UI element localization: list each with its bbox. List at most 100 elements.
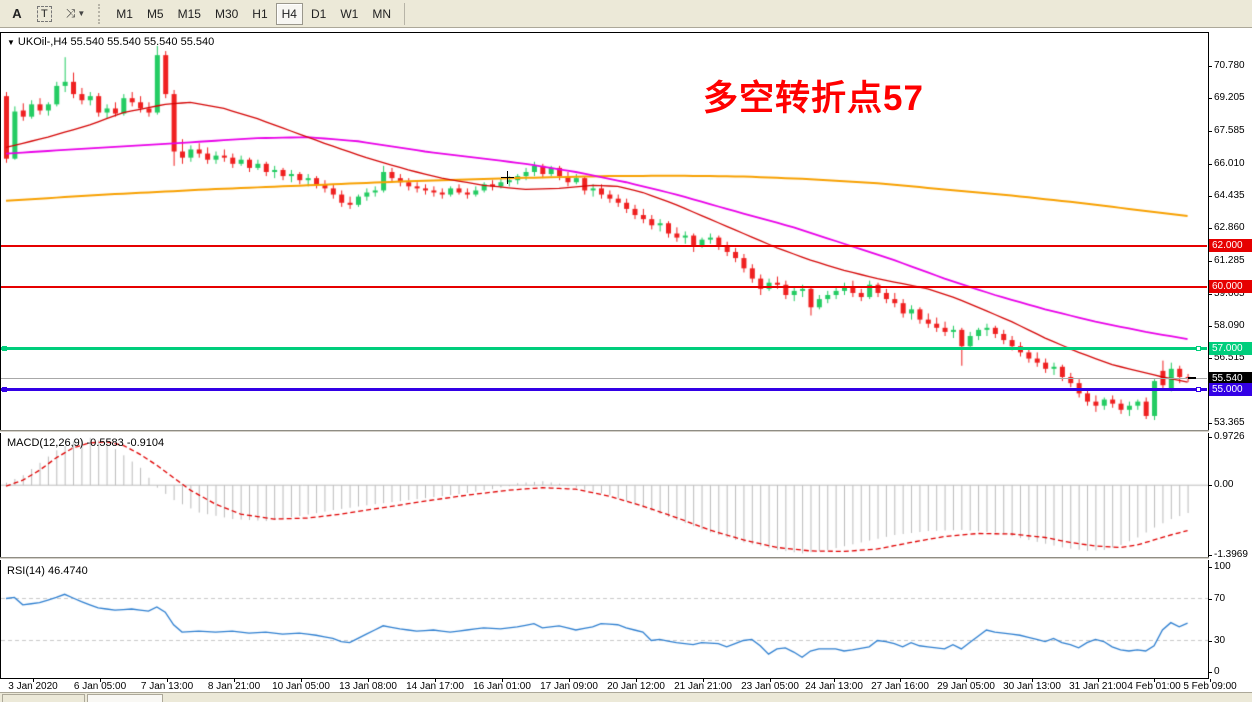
- time-axis-tick: [100, 679, 101, 682]
- axis-tick: [1208, 228, 1212, 230]
- price-axis[interactable]: 70.780 69.205 67.585 66.010 64.435 62.860 61.2…: [1208, 32, 1252, 679]
- timeframe-button-mn[interactable]: MN: [372, 6, 391, 21]
- axis-tick: [1208, 640, 1212, 642]
- time-axis-tick: [966, 679, 967, 682]
- axis-tick: [1208, 672, 1212, 673]
- text-tool-icon: T: [37, 5, 52, 22]
- time-axis-tick: [703, 679, 704, 682]
- axis-tick: [1208, 485, 1212, 487]
- time-axis-tick: [502, 679, 503, 682]
- price-axis-label: 58.090: [1214, 320, 1245, 331]
- time-axis-tick: [1154, 679, 1155, 682]
- time-axis-label: 13 Jan 08:00: [339, 681, 397, 692]
- timeframe-button-m1[interactable]: M1: [116, 6, 133, 21]
- axis-tick: [1208, 65, 1212, 67]
- hline-handle-left[interactable]: [2, 386, 7, 392]
- bottom-tab-strip: [0, 692, 1252, 702]
- price-axis-badge-62.000: 62.000: [1209, 239, 1252, 253]
- rsi-axis-label: 70: [1214, 592, 1226, 604]
- price-axis-label: 56.515: [1214, 352, 1245, 364]
- time-axis-label: 30 Jan 13:00: [1003, 681, 1061, 692]
- text-label-tool-button[interactable]: T: [31, 3, 58, 25]
- axis-tick: [1208, 598, 1212, 600]
- price-axis-badge-55.000: 55.000: [1209, 382, 1252, 396]
- macd-indicator-canvas[interactable]: [1, 434, 1208, 557]
- timeframe-button-m30[interactable]: M30: [214, 6, 239, 21]
- rsi-label: RSI(14) 46.4740: [7, 565, 88, 577]
- current-price-line: [1, 378, 1207, 380]
- macd-label: MACD(12,26,9) -0.5583 -0.9104: [7, 437, 165, 449]
- chart-tab-2[interactable]: [87, 694, 163, 702]
- rsi-indicator-canvas[interactable]: [1, 561, 1208, 677]
- time-axis-tick: [301, 679, 302, 682]
- time-axis-label: 29 Jan 05:00: [937, 681, 995, 692]
- axis-tick: [1208, 358, 1212, 360]
- hline-57.000[interactable]: [1, 346, 1207, 350]
- timeframe-button-d1[interactable]: D1: [310, 6, 327, 21]
- timeframe-button-m5[interactable]: M5: [146, 6, 164, 21]
- rsi-value: 46.4740: [47, 565, 88, 577]
- panel-splitter-macd[interactable]: [0, 430, 1252, 433]
- cursor-style-button[interactable]: ⤨ ▼: [60, 3, 92, 25]
- time-axis-label: 6 Jan 05:00: [73, 681, 127, 692]
- time-axis-tick: [834, 679, 835, 682]
- rsi-axis-label: 30: [1214, 634, 1226, 646]
- time-axis-label: 17 Jan 09:00: [540, 681, 598, 692]
- price-axis-label: 66.010: [1214, 157, 1245, 169]
- hline-55.000[interactable]: [1, 387, 1207, 391]
- panel-splitter-rsi[interactable]: [0, 557, 1252, 560]
- time-axis-tick: [770, 679, 771, 682]
- time-axis-label: 23 Jan 05:00: [741, 681, 799, 692]
- axis-tick: [1208, 422, 1212, 424]
- timeframe-button-w1[interactable]: W1: [340, 6, 359, 21]
- time-axis-label: 3 Jan 2020: [8, 681, 58, 692]
- hline-handle-right[interactable]: [1196, 345, 1201, 351]
- time-axis-tick: [1032, 679, 1033, 682]
- symbol-title-text: UKOil-,H4 55.540 55.540 55.540 55.540: [17, 36, 215, 48]
- price-axis-label: 70.780: [1214, 59, 1245, 71]
- timeframe-button-h4[interactable]: H4: [275, 2, 303, 25]
- price-axis-badge-60.000: 60.000: [1209, 280, 1252, 294]
- time-axis[interactable]: 3 Jan 2020 6 Jan 05:00 7 Jan 13:00 8 Jan 21…: [0, 679, 1252, 692]
- price-axis-label: 53.365: [1214, 416, 1245, 428]
- chart-tab-1[interactable]: [2, 694, 85, 702]
- rsi-axis-label: 100: [1214, 561, 1231, 572]
- hline-handle-right[interactable]: [1196, 386, 1201, 392]
- toolbar-grip[interactable]: [98, 3, 103, 24]
- timeframe-button-m15[interactable]: M15: [177, 6, 201, 21]
- rsi-axis-label: 0: [1214, 666, 1220, 677]
- axis-tick: [1208, 436, 1212, 438]
- hline-60.000[interactable]: [1, 285, 1207, 288]
- main-chart-canvas[interactable]: [1, 33, 1208, 430]
- axis-tick: [1208, 326, 1212, 327]
- time-axis-label: 7 Jan 13:00: [140, 681, 194, 692]
- time-axis-tick: [33, 679, 34, 682]
- timeframe-button-group: M1 M5 M15 M30 H1 H4 D1 W1 MN: [109, 2, 398, 25]
- axis-tick: [1208, 195, 1212, 197]
- time-axis-label: 27 Jan 16:00: [871, 681, 929, 692]
- font-tool-button[interactable]: A: [5, 3, 29, 25]
- toolbar: A T ⤨ ▼ M1 M5 M15 M30 H1 H4 D1 W1 MN: [0, 0, 1252, 28]
- macd-values: -0.5583 -0.9104: [86, 437, 165, 449]
- time-axis-label: 16 Jan 01:00: [473, 681, 531, 692]
- price-axis-label: 62.860: [1214, 222, 1245, 234]
- macd-axis-label: -1.3969: [1214, 548, 1248, 560]
- axis-tick: [1208, 293, 1212, 295]
- axis-tick: [1208, 131, 1212, 133]
- diagonal-arrows-icon: ⤨: [65, 6, 76, 20]
- price-axis-badge-57.000: 57.000: [1209, 341, 1252, 355]
- font-tool-icon: A: [12, 6, 22, 21]
- price-axis-badge-55.540: 55.540: [1209, 371, 1252, 385]
- time-axis-tick: [1210, 679, 1211, 682]
- time-axis-tick: [569, 679, 570, 682]
- price-axis-label: 67.585: [1214, 125, 1245, 137]
- time-axis-label: 8 Jan 21:00: [207, 681, 261, 692]
- toolbar-separator: [404, 2, 405, 25]
- time-axis-label: 20 Jan 12:00: [607, 681, 665, 692]
- symbol-dropdown-icon[interactable]: ▼: [7, 38, 15, 47]
- axis-tick: [1208, 98, 1212, 100]
- timeframe-button-h1[interactable]: H1: [252, 6, 268, 21]
- hline-handle-left[interactable]: [2, 345, 7, 351]
- time-axis-tick: [435, 679, 436, 682]
- hline-62.000[interactable]: [1, 244, 1207, 247]
